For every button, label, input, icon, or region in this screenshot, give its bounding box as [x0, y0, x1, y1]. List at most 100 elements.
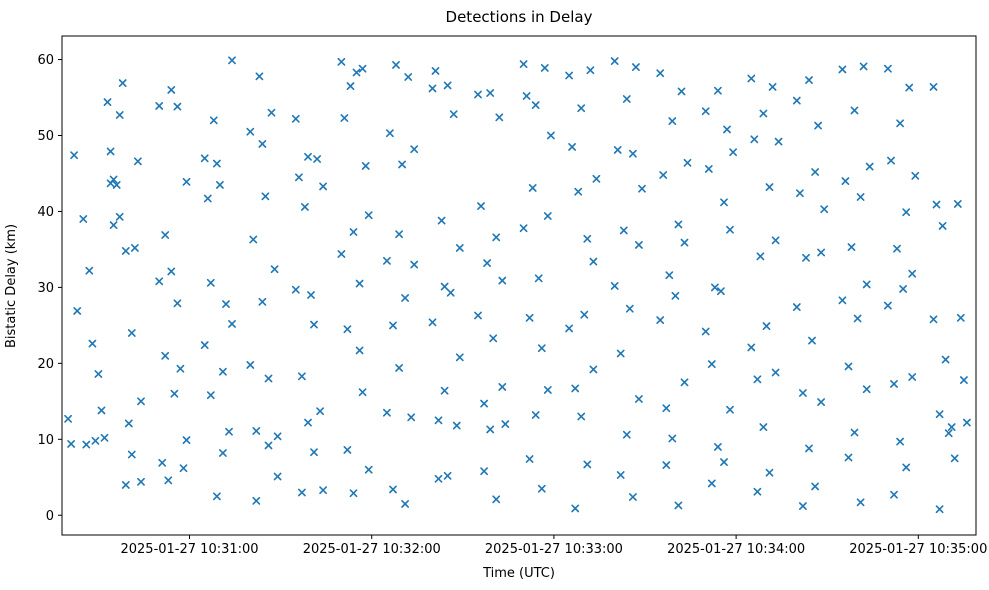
- scatter-point: [938, 222, 947, 230]
- scatter-point: [364, 211, 373, 220]
- scatter-point: [316, 407, 324, 416]
- scatter-point: [726, 225, 734, 234]
- scatter-point: [711, 283, 719, 292]
- scatter-point: [911, 171, 920, 180]
- scatter-point: [103, 98, 112, 106]
- scatter-point: [337, 250, 346, 258]
- scatter-point: [935, 410, 944, 419]
- scatter-point: [340, 114, 349, 122]
- scatter-point: [519, 224, 528, 233]
- scatter-point: [261, 192, 270, 201]
- scatter-point: [255, 72, 264, 81]
- scatter-point: [443, 81, 452, 90]
- y-tick-label: 10: [37, 433, 54, 448]
- scatter-point: [802, 253, 810, 262]
- scatter-point: [853, 314, 862, 323]
- scatter-point: [771, 236, 780, 245]
- scatter-point: [768, 83, 777, 91]
- scatter-point: [929, 315, 938, 324]
- scatter-point: [762, 322, 771, 330]
- scatter-point: [950, 454, 959, 463]
- scatter-point: [935, 505, 944, 514]
- scatter-point: [571, 384, 580, 393]
- x-tick-label: 2025-01-27 10:33:00: [485, 542, 623, 557]
- scatter-point: [91, 436, 100, 445]
- scatter-point: [656, 316, 665, 324]
- scatter-point: [963, 418, 971, 427]
- scatter-point: [862, 385, 871, 394]
- scatter-point: [200, 341, 209, 349]
- scatter-point: [729, 148, 737, 157]
- scatter-point: [443, 471, 452, 480]
- y-tick-label: 20: [37, 357, 54, 372]
- scatter-point: [258, 297, 267, 306]
- scatter-point: [720, 458, 728, 466]
- scatter-point: [759, 423, 768, 431]
- scatter-point: [434, 474, 443, 483]
- scatter-point: [346, 82, 355, 90]
- scatter-point: [616, 471, 625, 479]
- scatter-point: [944, 429, 953, 438]
- scatter-point: [182, 177, 191, 186]
- scatter-point: [173, 299, 182, 308]
- scatter-point: [301, 203, 309, 211]
- scatter-point: [893, 244, 901, 253]
- scatter-point: [206, 278, 215, 287]
- scatter-point: [720, 198, 728, 207]
- scatter-point: [480, 467, 488, 476]
- scatter-point: [410, 260, 419, 269]
- scatter-point: [304, 152, 312, 161]
- scatter-point: [899, 285, 907, 293]
- scatter-point: [358, 64, 367, 73]
- scatter-point: [668, 117, 677, 125]
- scatter-point: [410, 145, 419, 154]
- scatter-point: [477, 202, 485, 210]
- scatter-point: [155, 277, 164, 286]
- scatter-point: [960, 376, 968, 384]
- scatter-point: [956, 313, 965, 322]
- scatter-point: [616, 349, 625, 358]
- scatter-point: [131, 244, 139, 252]
- scatter-point: [121, 481, 130, 489]
- scatter-point: [537, 344, 546, 353]
- y-tick-label: 0: [46, 509, 54, 524]
- scatter-point: [273, 472, 282, 481]
- x-tick-label: 2025-01-27 10:32:00: [303, 542, 441, 557]
- scatter-point: [106, 147, 115, 156]
- scatter-point: [629, 493, 637, 501]
- scatter-point: [167, 86, 176, 94]
- scatter-point: [164, 476, 173, 485]
- scatter-point: [537, 484, 546, 493]
- scatter-point: [896, 119, 904, 128]
- scatter-point: [228, 56, 236, 65]
- scatter-point: [522, 92, 531, 100]
- scatter-point: [337, 57, 346, 66]
- scatter-point: [383, 256, 391, 265]
- scatter-point: [528, 184, 537, 192]
- scatter-point: [571, 504, 580, 513]
- scatter-point: [492, 495, 501, 504]
- scatter-point: [492, 233, 501, 242]
- scatter-point: [792, 96, 801, 105]
- scatter-point: [668, 434, 677, 443]
- scatter-point: [358, 388, 367, 397]
- scatter-point: [908, 269, 917, 278]
- scatter-point: [662, 461, 671, 469]
- scatter-point: [228, 320, 236, 328]
- scatter-point: [625, 304, 634, 313]
- scatter-point: [474, 311, 482, 320]
- scatter-point: [820, 205, 829, 214]
- scatter-point: [386, 129, 394, 138]
- scatter-point: [115, 111, 124, 119]
- scatter-point: [206, 391, 215, 400]
- scatter-point: [70, 151, 78, 160]
- scatter-point: [856, 498, 865, 507]
- scatter-point: [161, 351, 170, 360]
- scatter-point: [434, 416, 443, 425]
- scatter-point: [662, 404, 671, 413]
- scatter-point: [619, 226, 628, 235]
- scatter-point: [890, 490, 898, 499]
- y-tick-label: 30: [37, 281, 54, 296]
- scatter-point: [200, 154, 209, 163]
